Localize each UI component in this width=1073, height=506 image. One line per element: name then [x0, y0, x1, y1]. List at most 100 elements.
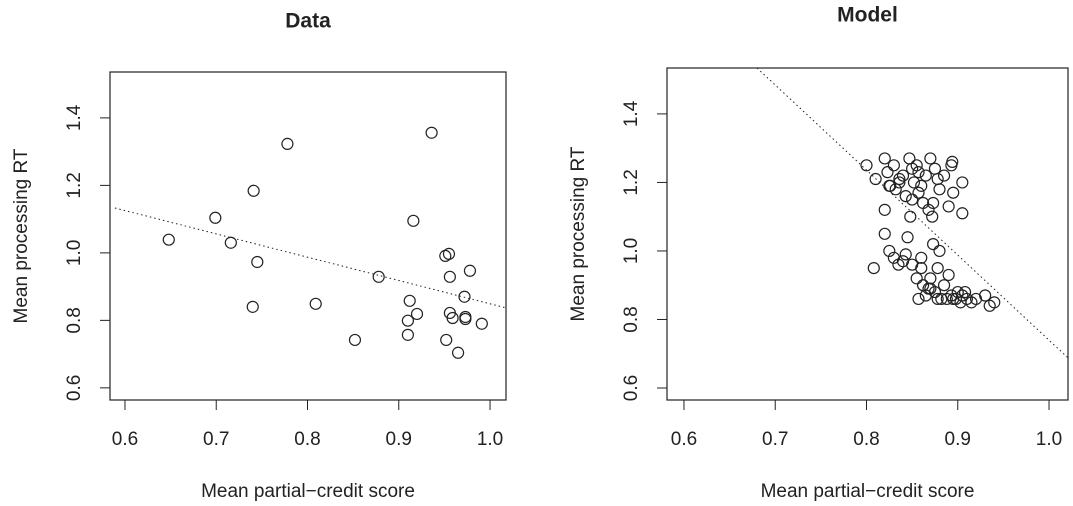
- point: [904, 210, 917, 223]
- x-tick-label: 1.0: [1036, 429, 1062, 450]
- point: [463, 264, 477, 277]
- point: [912, 186, 925, 199]
- point: [988, 296, 1001, 309]
- point: [475, 317, 488, 330]
- point: [246, 300, 259, 313]
- point: [910, 272, 923, 285]
- point: [927, 196, 940, 210]
- point: [956, 176, 969, 189]
- point: [878, 227, 891, 240]
- point: [247, 184, 260, 197]
- x-axis-label: Mean partial−credit score: [761, 481, 975, 502]
- point: [919, 169, 932, 182]
- point: [915, 261, 928, 275]
- point: [407, 214, 420, 227]
- x-tick-label: 0.7: [203, 429, 229, 450]
- chart-title: Data: [285, 10, 331, 33]
- point: [372, 270, 385, 283]
- y-tick-label: 1.4: [621, 100, 642, 127]
- point: [869, 172, 882, 186]
- point: [937, 169, 951, 182]
- point: [251, 255, 264, 269]
- point: [907, 176, 921, 189]
- x-tick-label: 0.9: [945, 429, 971, 450]
- point: [949, 292, 963, 306]
- point: [942, 268, 955, 282]
- point: [927, 238, 940, 251]
- point: [878, 203, 891, 216]
- point: [899, 190, 912, 203]
- point: [401, 314, 414, 327]
- x-tick-label: 0.6: [112, 429, 138, 450]
- point: [442, 247, 456, 260]
- point: [901, 231, 914, 244]
- point: [956, 207, 969, 220]
- point: [916, 196, 930, 210]
- point: [162, 233, 175, 246]
- y-tick-label: 0.8: [621, 306, 642, 332]
- y-axis-label: Mean processing RT: [11, 148, 32, 323]
- y-tick-label: 1.2: [64, 172, 85, 198]
- point: [906, 193, 919, 206]
- y-tick-label: 0.6: [621, 375, 642, 401]
- point: [924, 152, 937, 165]
- x-axis-label: Mean partial−credit score: [201, 481, 415, 502]
- point: [401, 328, 414, 341]
- point: [947, 186, 960, 199]
- point: [425, 126, 438, 139]
- point: [915, 251, 928, 264]
- point: [209, 211, 222, 224]
- point: [458, 290, 471, 303]
- point: [883, 244, 896, 258]
- point: [903, 152, 916, 165]
- point: [446, 311, 459, 325]
- y-tick-label: 1.4: [64, 104, 85, 131]
- point: [924, 282, 937, 295]
- x-tick-label: 0.9: [386, 429, 412, 450]
- point: [878, 152, 891, 165]
- point: [896, 169, 910, 182]
- x-tick-label: 0.6: [671, 429, 697, 450]
- point: [403, 294, 416, 307]
- x-tick-label: 0.8: [294, 429, 320, 450]
- point: [867, 261, 880, 275]
- point: [912, 166, 925, 179]
- point: [926, 210, 939, 223]
- point: [309, 297, 322, 310]
- point: [912, 292, 925, 306]
- fit-line: [756, 68, 1068, 359]
- point: [881, 166, 894, 179]
- point: [860, 159, 873, 172]
- point: [946, 155, 959, 168]
- point: [958, 285, 972, 299]
- y-tick-label: 1.0: [64, 240, 85, 266]
- y-tick-label: 1.2: [621, 169, 642, 195]
- x-tick-label: 0.8: [853, 429, 879, 450]
- x-tick-label: 0.7: [762, 429, 788, 450]
- point: [281, 137, 294, 150]
- point: [937, 279, 951, 292]
- point: [924, 272, 937, 285]
- point: [942, 200, 955, 213]
- point: [224, 236, 237, 249]
- plot-box: [109, 71, 507, 401]
- point: [933, 183, 946, 196]
- point: [459, 312, 472, 326]
- y-axis-label: Mean processing RT: [568, 146, 589, 321]
- point: [899, 248, 912, 261]
- point: [931, 172, 944, 186]
- point: [979, 289, 992, 302]
- x-tick-label: 1.0: [477, 429, 503, 450]
- point: [915, 179, 928, 192]
- point: [410, 307, 424, 321]
- point: [440, 333, 453, 347]
- point: [883, 179, 896, 192]
- point: [893, 172, 906, 186]
- point: [933, 244, 946, 258]
- point: [910, 159, 923, 172]
- point: [887, 159, 900, 172]
- point: [443, 270, 456, 283]
- point: [348, 333, 362, 347]
- chart-title: Model: [837, 4, 898, 27]
